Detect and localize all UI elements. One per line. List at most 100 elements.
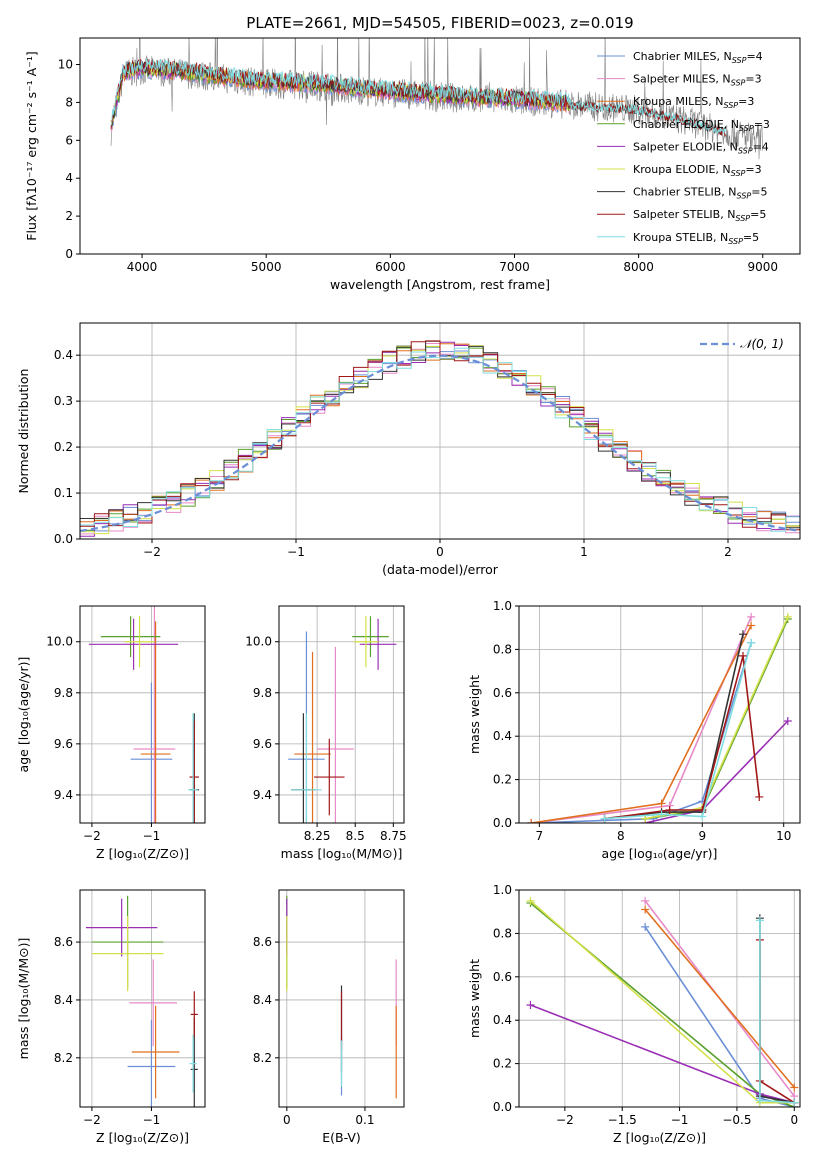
legend-entry-kroupa_stelib: Kroupa STELIB, NSSP=5 <box>633 231 759 246</box>
plot-area-age_vs_mass <box>288 616 397 823</box>
x-tick-label: 8.25 <box>304 829 331 843</box>
y-tick-label: 10 <box>58 58 73 72</box>
y-tick-label: 0.2 <box>493 773 512 787</box>
weight-marker-kroupa_miles <box>527 819 536 823</box>
plot-area-residuals <box>80 340 800 539</box>
x-tick-label: 8.5 <box>346 829 365 843</box>
panel-weight_vs_age: 7 8 9 10 0.0 0.2 0.4 0.6 0.8 1.0 age [log₁₀(age/yr… <box>467 599 801 861</box>
panel-age_vs_Z: −2 −1 9.4 9.6 9.8 10.0 Z [log₁₀(Z/Z⊙)] age [log… <box>16 605 206 861</box>
weight-marker-kroupa_miles <box>747 621 756 630</box>
y-tick-label: 1.0 <box>493 599 512 613</box>
y-tick-label: 0.6 <box>493 686 512 700</box>
x-tick-label: 1 <box>580 545 588 559</box>
y-tick-label: 6 <box>65 133 73 147</box>
axes-frame <box>278 605 405 824</box>
plot-area-weight_vs_age <box>527 612 792 823</box>
y-axis-label: mass [log₁₀(M/M⊙)] <box>16 938 31 1060</box>
x-tick-label: 9000 <box>747 260 778 274</box>
x-tick-label: −1 <box>287 545 305 559</box>
y-tick-label: 9.4 <box>253 788 272 802</box>
weight-marker-kroupa_elodie <box>783 612 792 621</box>
axes-frame <box>79 605 206 824</box>
x-tick-label: 2 <box>724 545 732 559</box>
y-tick-label: 0.8 <box>493 926 512 940</box>
x-tick-label: −1 <box>671 1113 689 1127</box>
panel-age_vs_mass: 8.25 8.5 8.75 9.4 9.6 9.8 10.0 mass [log₁₀(M/M⊙… <box>245 605 407 861</box>
weight-line-kroupa_elodie <box>645 616 789 820</box>
x-tick-label: 8.75 <box>380 829 407 843</box>
y-tick-label: 9.4 <box>54 788 73 802</box>
y-tick-label: 9.6 <box>253 737 272 751</box>
weight-marker-kroupa_stelib <box>657 810 666 819</box>
y-tick-label: 10.0 <box>245 635 272 649</box>
axes-frame <box>518 605 801 824</box>
x-tick-label: 0 <box>436 545 444 559</box>
y-tick-label: 0.3 <box>54 394 73 408</box>
y-tick-label: 9.6 <box>54 737 73 751</box>
y-axis-label: mass weight <box>467 959 482 1038</box>
weight-line-chabrier_miles <box>531 642 752 823</box>
x-axis-label: Z [log₁₀(Z/Z⊙)] <box>96 1130 189 1145</box>
legend-entry-salpeter_stelib: Salpeter STELIB, NSSP=5 <box>633 208 766 223</box>
axes-frame <box>278 889 405 1108</box>
weight-line-kroupa_stelib <box>759 920 795 1104</box>
weight-marker-kroupa_stelib <box>747 638 756 647</box>
weight-marker-salpeter_elodie <box>783 717 792 726</box>
weight-line-kroupa_stelib <box>604 642 752 820</box>
figure-title: PLATE=2661, MJD=54505, FIBERID=0023, z=0… <box>246 14 633 32</box>
y-tick-label: 0.4 <box>54 348 73 362</box>
weight-line-salpeter_stelib <box>759 939 795 1104</box>
y-tick-label: 1.0 <box>493 883 512 897</box>
weight-marker-kroupa_miles <box>657 799 666 808</box>
weight-marker-kroupa_miles <box>641 905 650 914</box>
x-tick-label: 9 <box>698 829 706 843</box>
y-tick-label: 2 <box>65 209 73 223</box>
y-tick-label: 8.6 <box>54 935 73 949</box>
x-tick-label: 4000 <box>127 260 158 274</box>
weight-line-salpeter_stelib <box>604 655 761 820</box>
y-tick-label: 0 <box>65 247 73 261</box>
legend: Chabrier MILES, NSSP=4 Salpeter MILES, NS… <box>597 50 770 246</box>
x-tick-label: −2 <box>83 829 101 843</box>
y-axis-label: age [log₁₀(age/yr)] <box>16 657 31 773</box>
y-tick-label: 8.6 <box>253 935 272 949</box>
plot-area-spectrum <box>110 38 763 160</box>
x-axis-label: Z [log₁₀(Z/Z⊙)] <box>96 846 189 861</box>
y-axis-label: Flux [fλ10⁻¹⁷ erg cm⁻² s⁻¹ A⁻¹] <box>24 51 39 240</box>
y-axis-label: Normed distribution <box>16 369 31 494</box>
x-tick-label: −2 <box>556 1113 574 1127</box>
x-tick-label: −2 <box>143 545 161 559</box>
legend-entry-salpeter_elodie: Salpeter ELODIE, NSSP=4 <box>633 140 769 155</box>
x-axis-label: E(B-V) <box>322 1130 361 1145</box>
weight-marker-kroupa_miles <box>790 1083 799 1092</box>
y-tick-label: 9.8 <box>253 686 272 700</box>
panel-weight_vs_Z: −2 −1.5 −1 −0.5 0 0.0 0.2 0.4 0.6 0.8 1.0 Z [log₁₀(… <box>467 883 801 1145</box>
weight-marker-chabrier_stelib <box>738 630 747 639</box>
data-spectrum-line <box>110 38 763 160</box>
x-tick-label: 0 <box>283 1113 291 1127</box>
axes-frame <box>79 889 206 1108</box>
axes-frame <box>79 37 801 255</box>
weight-marker-salpeter_miles <box>641 896 650 905</box>
panel-mass_vs_Z: −2 −1 8.2 8.4 8.6 Z [log₁₀(Z/Z⊙)] mass [log₁₀(… <box>16 889 206 1145</box>
weight-marker-kroupa_stelib <box>755 916 764 925</box>
x-tick-label: −2 <box>83 1113 101 1127</box>
weight-line-salpeter_miles <box>531 616 752 823</box>
y-tick-label: 0.4 <box>493 1013 512 1027</box>
y-tick-label: 0.0 <box>54 532 73 546</box>
weight-marker-kroupa_stelib <box>600 814 609 823</box>
y-tick-label: 10.0 <box>46 635 73 649</box>
x-tick-label: −0.5 <box>722 1113 751 1127</box>
weight-marker-salpeter_stelib <box>738 651 747 660</box>
x-tick-label: −1.5 <box>608 1113 637 1127</box>
x-axis-label: mass [log₁₀(M/M⊙)] <box>281 846 403 861</box>
x-axis-label: age [log₁₀(age/yr)] <box>602 846 718 861</box>
y-tick-label: 0.0 <box>493 1100 512 1114</box>
plot-area-mass_vs_Z <box>85 895 198 1107</box>
x-axis-label: Z [log₁₀(Z/Z⊙)] <box>613 1130 706 1145</box>
x-tick-label: −1 <box>143 829 161 843</box>
legend-entry-salpeter_miles: Salpeter MILES, NSSP=3 <box>633 73 762 88</box>
panel-residuals: −2 −1 0 1 2 0.0 0.1 0.2 0.3 0.4 (data-model)/error… <box>16 322 801 577</box>
legend-entry-chabrier_elodie: Chabrier ELODIE, NSSP=3 <box>633 118 770 133</box>
